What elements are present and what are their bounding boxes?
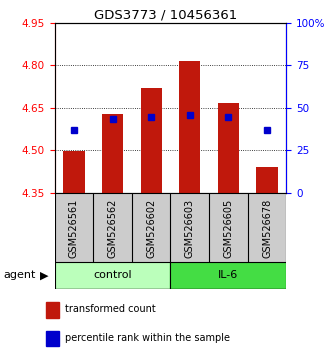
Bar bbox=[179, 61, 200, 193]
Text: GSM526603: GSM526603 bbox=[185, 199, 195, 258]
Bar bbox=[209, 193, 248, 262]
Bar bbox=[93, 193, 132, 262]
Text: ▶: ▶ bbox=[40, 270, 49, 280]
Text: GSM526602: GSM526602 bbox=[146, 199, 156, 258]
Bar bbox=[63, 151, 84, 193]
Text: agent: agent bbox=[3, 270, 36, 280]
Text: GSM526605: GSM526605 bbox=[223, 199, 233, 258]
Bar bbox=[170, 262, 286, 289]
Text: GSM526561: GSM526561 bbox=[69, 199, 79, 258]
Text: GSM526562: GSM526562 bbox=[108, 199, 118, 258]
Bar bbox=[141, 88, 162, 193]
Text: transformed count: transformed count bbox=[66, 304, 156, 314]
Bar bbox=[55, 193, 93, 262]
Bar bbox=[170, 193, 209, 262]
Bar bbox=[257, 167, 278, 193]
Bar bbox=[55, 262, 170, 289]
Text: GSM526678: GSM526678 bbox=[262, 199, 272, 258]
Bar bbox=[46, 331, 59, 346]
Bar bbox=[132, 193, 170, 262]
Text: percentile rank within the sample: percentile rank within the sample bbox=[66, 333, 230, 343]
Bar bbox=[248, 193, 286, 262]
Bar bbox=[218, 103, 239, 193]
Bar bbox=[102, 114, 123, 193]
Bar bbox=[46, 302, 59, 318]
Text: control: control bbox=[93, 270, 132, 280]
Text: GDS3773 / 10456361: GDS3773 / 10456361 bbox=[94, 9, 237, 22]
Text: IL-6: IL-6 bbox=[218, 270, 239, 280]
